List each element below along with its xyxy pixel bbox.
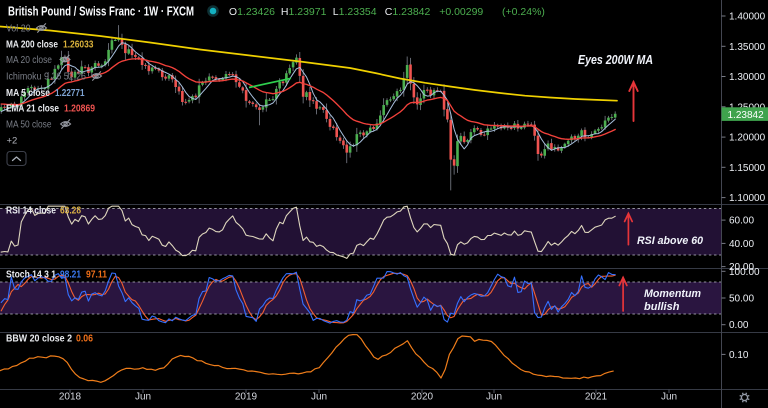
svg-text:RSI above 60: RSI above 60 [637, 235, 704, 247]
svg-text:MA 200 close: MA 200 close [6, 39, 58, 51]
svg-text:MA 50 close: MA 50 close [6, 119, 52, 131]
svg-text:1.40000: 1.40000 [729, 12, 766, 23]
svg-text:1.15000: 1.15000 [729, 163, 766, 174]
svg-text:1.22771: 1.22771 [55, 87, 85, 99]
svg-text:0.00: 0.00 [729, 320, 749, 331]
svg-text:2021: 2021 [585, 392, 608, 403]
svg-text:2019: 2019 [235, 392, 258, 403]
svg-text:60.00: 60.00 [729, 216, 754, 227]
svg-text:+2: +2 [7, 136, 18, 147]
svg-text:Jun: Jun [486, 392, 502, 403]
svg-text:97.11: 97.11 [86, 269, 107, 281]
svg-text:40.00: 40.00 [729, 239, 754, 250]
svg-text:2018: 2018 [59, 392, 82, 403]
svg-text:Jun: Jun [311, 392, 327, 403]
svg-text:MA 20 close: MA 20 close [6, 54, 52, 66]
svg-text:Vol 20: Vol 20 [6, 23, 31, 35]
svg-text:BBW 20 close 2: BBW 20 close 2 [6, 333, 72, 345]
svg-text:1.20869: 1.20869 [64, 103, 95, 115]
svg-text:RSI 14 close: RSI 14 close [6, 205, 56, 217]
svg-text:1.26033: 1.26033 [63, 39, 94, 51]
svg-text:1.30000: 1.30000 [729, 72, 766, 83]
svg-text:100.00: 100.00 [729, 267, 760, 278]
svg-text:1.23842: 1.23842 [728, 110, 765, 121]
svg-text:0.06: 0.06 [76, 333, 93, 345]
svg-text:2020: 2020 [411, 392, 434, 403]
svg-text:50.00: 50.00 [729, 294, 754, 305]
svg-text:Stoch 14 3 1: Stoch 14 3 1 [6, 269, 56, 281]
svg-text:20.00: 20.00 [729, 262, 754, 273]
svg-text:British Pound / Swiss Franc ·: British Pound / Swiss Franc · 1W · FXCM [8, 4, 194, 19]
svg-text:EMA 21 close: EMA 21 close [6, 103, 59, 115]
svg-text:63.28: 63.28 [60, 205, 81, 217]
svg-text:1.35000: 1.35000 [729, 42, 766, 53]
svg-text:1.20000: 1.20000 [729, 133, 766, 144]
svg-text:1.10000: 1.10000 [729, 193, 766, 204]
svg-text:98.21: 98.21 [60, 269, 81, 281]
svg-text:Momentum: Momentum [644, 288, 701, 300]
svg-text:Jun: Jun [135, 392, 151, 403]
svg-text:MA 5 close: MA 5 close [6, 87, 50, 99]
svg-text:Ichimoku 9 26 52 26: Ichimoku 9 26 52 26 [6, 71, 86, 83]
svg-text:0.10: 0.10 [729, 350, 749, 361]
svg-text:Eyes 200W MA: Eyes 200W MA [578, 53, 653, 67]
svg-text:bullish: bullish [644, 301, 680, 313]
svg-text:Jun: Jun [661, 392, 677, 403]
